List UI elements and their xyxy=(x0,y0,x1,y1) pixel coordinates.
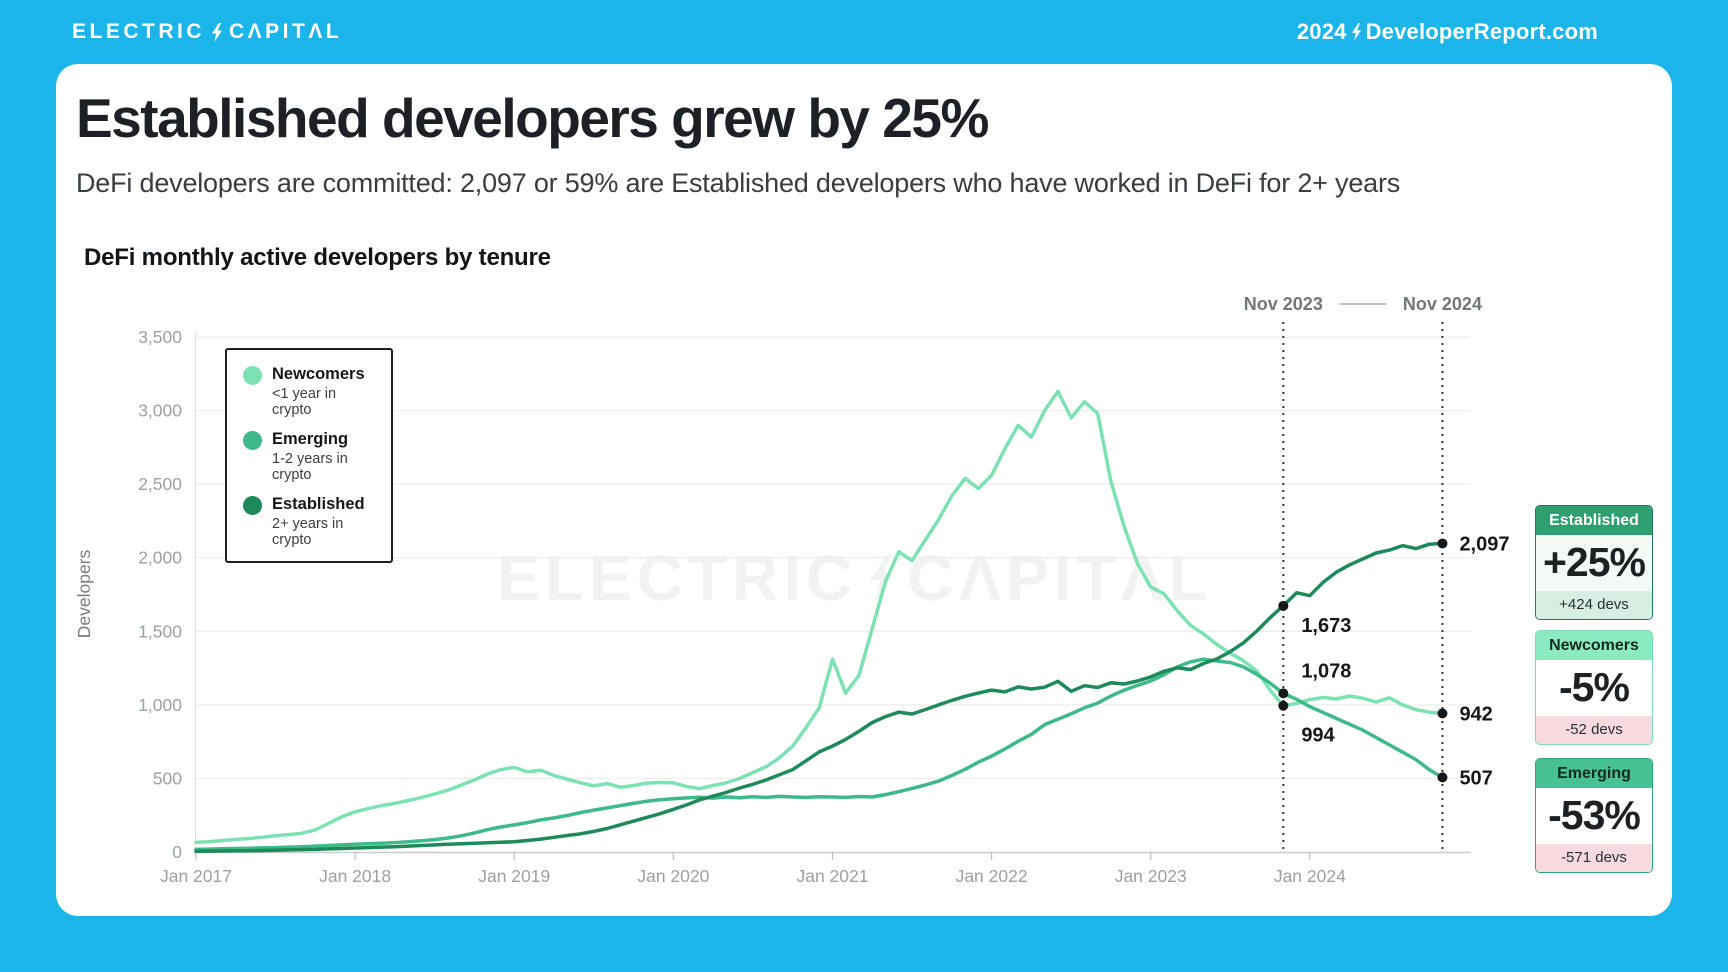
watermark-logo: ELECTRIC CΛPITΛL xyxy=(497,542,1213,614)
lightning-bolt-icon xyxy=(869,554,895,602)
data-point-label: 507 xyxy=(1459,767,1492,789)
chart-area: ELECTRIC CΛPITΛL 0 500 1,000 1,500 2,000 2,50… xyxy=(56,274,1596,916)
badge-percent: -5% xyxy=(1559,664,1630,710)
x-tick-label: Jan 2023 xyxy=(1115,866,1187,886)
y-tick-label: 2,000 xyxy=(138,548,182,568)
badge-devs-delta: +424 devs xyxy=(1536,591,1652,619)
legend-item-established: Established 2+ years in crypto xyxy=(243,495,377,548)
series-line-emerging xyxy=(194,657,1445,852)
data-point-label: 1,078 xyxy=(1301,660,1351,682)
x-tick-label: Jan 2022 xyxy=(956,866,1028,886)
stat-card-established: Established +25% +424 devs xyxy=(1535,505,1653,620)
legend-item-newcomers: Newcomers <1 year in crypto xyxy=(243,365,377,418)
y-tick-label: 2,500 xyxy=(138,474,182,494)
y-axis-title: Developers xyxy=(74,549,94,638)
report-domain: DeveloperReport.com xyxy=(1365,19,1598,44)
line-chart: 0 500 1,000 1,500 2,000 2,500 3,000 3,500 Jan 20… xyxy=(74,294,1510,886)
legend-label: Newcomers xyxy=(272,365,365,383)
y-tick-label: 500 xyxy=(153,768,182,788)
series-line-established xyxy=(194,541,1445,854)
lightning-bolt-icon xyxy=(1351,23,1361,41)
legend-label: Established xyxy=(272,494,365,513)
content-card: Established developers grew by 25% DeFi … xyxy=(56,64,1672,916)
legend-label: Emerging xyxy=(272,429,349,448)
data-point-marker xyxy=(1278,700,1289,711)
chart-legend: Newcomers <1 year in crypto Emerging 1-2… xyxy=(225,348,393,563)
legend-sublabel: <1 year in crypto xyxy=(272,385,337,418)
data-point-marker xyxy=(1278,688,1289,699)
page-subtitle: DeFi developers are committed: 2,097 or … xyxy=(76,168,1401,198)
annotation-vline-label: Nov 2024 xyxy=(1403,294,1482,314)
data-point-label: 942 xyxy=(1459,703,1492,725)
newcomers-color-dot xyxy=(243,366,262,385)
badge-percent: -53% xyxy=(1548,792,1641,838)
report-year: 2024 xyxy=(1296,19,1347,44)
data-point-marker xyxy=(1437,538,1448,549)
electric-capital-logo: ELECTRIC CΛPITΛL xyxy=(72,20,342,44)
established-color-dot xyxy=(243,495,262,515)
series-line-newcomers xyxy=(194,389,1445,845)
y-tick-label: 3,000 xyxy=(138,401,182,421)
x-tick-label: Jan 2020 xyxy=(637,866,709,886)
x-tick-label: Jan 2018 xyxy=(319,866,391,886)
chart-title: DeFi monthly active developers by tenure xyxy=(84,244,551,271)
emerging-color-dot xyxy=(243,430,262,450)
badge-title: Established xyxy=(1536,506,1652,535)
annotation-vline-label: Nov 2023 xyxy=(1244,294,1323,314)
lightning-bolt-icon xyxy=(212,22,222,42)
y-tick-label: 3,500 xyxy=(138,327,182,347)
data-point-marker xyxy=(1278,600,1289,611)
stat-card-newcomers: Newcomers -5% -52 devs xyxy=(1535,630,1653,745)
badge-devs-delta: -571 devs xyxy=(1536,844,1652,872)
top-bar: ELECTRIC CΛPITΛL 2024 DeveloperReport.co… xyxy=(0,0,1728,64)
logo-text-capital: CΛPITΛL xyxy=(229,20,343,43)
data-point-label: 2,097 xyxy=(1459,533,1509,555)
badge-devs-delta: -52 devs xyxy=(1536,716,1652,744)
badge-title: Emerging xyxy=(1536,759,1652,788)
badge-percent: +25% xyxy=(1542,539,1646,585)
logo-text-electric: ELECTRIC xyxy=(72,20,205,43)
y-tick-label: 1,500 xyxy=(138,621,182,641)
y-tick-label: 0 xyxy=(172,842,182,862)
legend-item-emerging: Emerging 1-2 years in crypto xyxy=(243,430,377,483)
data-point-label: 994 xyxy=(1301,725,1335,747)
y-tick-label: 1,000 xyxy=(138,695,182,715)
data-point-marker xyxy=(1437,708,1448,719)
x-tick-label: Jan 2017 xyxy=(160,866,232,886)
legend-sublabel: 2+ years in crypto xyxy=(272,515,344,548)
stat-card-emerging: Emerging -53% -571 devs xyxy=(1535,758,1653,873)
data-point-marker xyxy=(1437,772,1448,783)
developer-report-link[interactable]: 2024 DeveloperReport.com xyxy=(1297,19,1598,45)
x-tick-label: Jan 2019 xyxy=(478,866,550,886)
legend-sublabel: 1-2 years in crypto xyxy=(272,450,348,483)
data-point-label: 1,673 xyxy=(1301,615,1351,637)
badge-title: Newcomers xyxy=(1536,631,1652,660)
x-tick-label: Jan 2021 xyxy=(796,866,868,886)
page-title: Established developers grew by 25% xyxy=(76,87,989,149)
x-tick-label: Jan 2024 xyxy=(1274,866,1346,886)
